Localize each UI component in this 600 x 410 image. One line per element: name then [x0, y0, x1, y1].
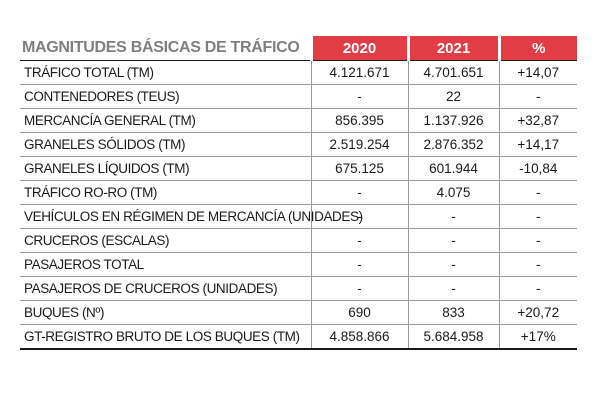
table-row: MERCANCÍA GENERAL (TM) 856.395 1.137.926 +3…	[20, 108, 577, 133]
row-label: PASAJEROS TOTAL	[20, 252, 312, 277]
cell-percent: +17%	[499, 324, 577, 350]
cell-2020: -	[311, 276, 409, 301]
cell-percent: -	[499, 228, 577, 253]
table-row: VEHÍCULOS EN RÉGIMEN DE MERCANCÍA (UNIDA…	[20, 204, 577, 229]
row-label: VEHÍCULOS EN RÉGIMEN DE MERCANCÍA (UNIDA…	[20, 204, 363, 229]
cell-2020: -	[311, 84, 409, 109]
row-label: PASAJEROS DE CRUCEROS (UNIDADES)	[20, 276, 312, 301]
row-label: GRANELES LÍQUIDOS (TM)	[20, 156, 312, 181]
cell-2021: 5.684.958	[408, 324, 500, 350]
table-body: TRÁFICO TOTAL (TM) 4.121.671 4.701.651 +14,…	[20, 60, 577, 350]
column-header-2020: 2020	[309, 36, 408, 61]
table-row: PASAJEROS DE CRUCEROS (UNIDADES) - - -	[20, 276, 577, 301]
cell-percent: +20,72	[499, 300, 577, 325]
row-label: CONTENEDORES (TEUS)	[20, 84, 312, 109]
table-row: TRÁFICO RO-RO (TM) -4.075-	[20, 180, 577, 205]
row-label: TRÁFICO TOTAL (TM)	[20, 60, 312, 85]
column-header-2021: 2021	[406, 36, 499, 61]
cell-percent: -	[499, 180, 577, 205]
cell-2021: 833	[408, 300, 500, 325]
row-label: GRANELES SÓLIDOS (TM)	[20, 132, 312, 157]
table-row: GRANELES SÓLIDOS (TM) 2.519.254 2.876.352 +…	[20, 132, 577, 157]
cell-percent: +14,07	[499, 60, 577, 85]
traffic-magnitudes-table: MAGNITUDES BÁSICAS DE TRÁFICO 2020 2021 …	[20, 36, 577, 350]
cell-2020: 675.125	[311, 156, 409, 181]
table-row: CONTENEDORES (TEUS) -22-	[20, 84, 577, 109]
table-row: GT-REGISTRO BRUTO DE LOS BUQUES (TM) 4.85…	[20, 324, 577, 350]
cell-2021: -	[408, 252, 500, 277]
cell-2021: -	[408, 228, 500, 253]
cell-2021: 1.137.926	[408, 108, 500, 133]
cell-percent: -	[499, 84, 577, 109]
traffic-table-container: MAGNITUDES BÁSICAS DE TRÁFICO 2020 2021 …	[20, 36, 577, 350]
cell-2021: 2.876.352	[408, 132, 500, 157]
row-label: MERCANCÍA GENERAL (TM)	[20, 108, 312, 133]
row-label: BUQUES (Nº)	[20, 300, 312, 325]
table-row: PASAJEROS TOTAL - - -	[20, 252, 577, 277]
cell-percent: -	[499, 204, 577, 229]
cell-percent: -	[499, 252, 577, 277]
cell-percent: -10,84	[499, 156, 577, 181]
cell-2021: -	[408, 276, 500, 301]
cell-2021: 601.944	[408, 156, 500, 181]
cell-percent: +14,17	[499, 132, 577, 157]
cell-2020: 2.519.254	[311, 132, 409, 157]
row-label: GT-REGISTRO BRUTO DE LOS BUQUES (TM)	[20, 324, 312, 350]
table-row: GRANELES LÍQUIDOS (TM) 675.125 601.944 -10,…	[20, 156, 577, 181]
cell-2021: 4.075	[408, 180, 500, 205]
table-row: BUQUES (Nº) 690 833 +20,72	[20, 300, 577, 325]
cell-percent: -	[499, 276, 577, 301]
cell-2020: -	[311, 228, 409, 253]
row-label: TRÁFICO RO-RO (TM)	[20, 180, 312, 205]
cell-2021: 22	[408, 84, 500, 109]
cell-percent: +32,87	[499, 108, 577, 133]
table-row: CRUCEROS (ESCALAS) - - -	[20, 228, 577, 253]
cell-2020: 4.121.671	[311, 60, 409, 85]
cell-2020: -	[311, 204, 409, 229]
cell-2020: 856.395	[311, 108, 409, 133]
cell-2020: -	[311, 252, 409, 277]
cell-2020: 690	[311, 300, 409, 325]
cell-2020: -	[311, 180, 409, 205]
column-header-percent: %	[497, 36, 577, 61]
cell-2021: 4.701.651	[408, 60, 500, 85]
table-header-row: MAGNITUDES BÁSICAS DE TRÁFICO 2020 2021 …	[20, 36, 577, 61]
cell-2020: 4.858.866	[311, 324, 409, 350]
table-title: MAGNITUDES BÁSICAS DE TRÁFICO	[20, 36, 311, 61]
cell-2021: -	[408, 204, 500, 229]
table-row: TRÁFICO TOTAL (TM) 4.121.671 4.701.651 +14,…	[20, 60, 577, 85]
row-label: CRUCEROS (ESCALAS)	[20, 228, 312, 253]
